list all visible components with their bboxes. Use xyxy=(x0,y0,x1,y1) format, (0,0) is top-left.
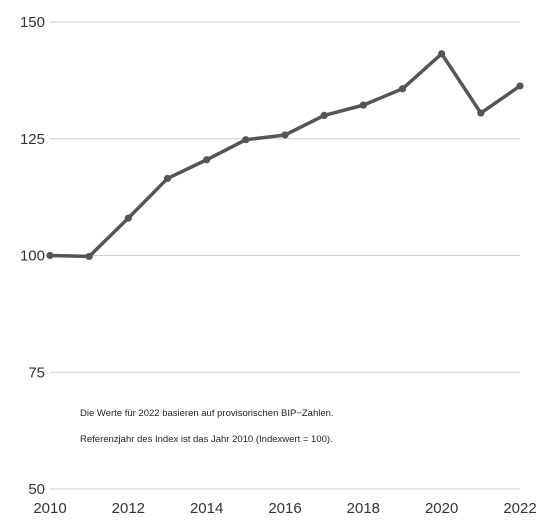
y-tick-label: 150 xyxy=(20,14,45,31)
data-point-2010 xyxy=(46,251,54,260)
x-tick-label: 2014 xyxy=(190,500,223,517)
x-axis-ticks: 2010 2012 2014 2016 2018 2020 2022 xyxy=(33,500,536,517)
series-line xyxy=(48,52,522,259)
data-point-2017 xyxy=(320,111,328,119)
annotation-line-2: Referenzjahr des Index ist das Jahr 2010… xyxy=(80,434,333,445)
x-tick-label: 2012 xyxy=(112,500,145,517)
data-point-2011 xyxy=(85,252,93,261)
x-tick-label: 2016 xyxy=(268,500,301,517)
y-axis-ticks: 50 75 100 125 150 xyxy=(20,14,45,498)
data-point-2016 xyxy=(281,131,289,139)
data-point-2012 xyxy=(124,214,132,222)
data-point-2020 xyxy=(438,50,446,58)
y-tick-label: 75 xyxy=(28,364,45,381)
data-point-2021 xyxy=(477,109,485,117)
data-point-2022 xyxy=(516,82,524,90)
y-tick-label: 100 xyxy=(20,248,45,265)
data-point-2019 xyxy=(398,85,407,93)
chart-annotation: Die Werte für 2022 basieren auf provisor… xyxy=(80,408,334,445)
x-tick-label: 2020 xyxy=(425,500,458,517)
x-tick-label: 2010 xyxy=(33,500,66,517)
data-point-2018 xyxy=(359,101,367,109)
series-layer xyxy=(46,50,524,261)
y-tick-label: 125 xyxy=(20,131,45,148)
data-point-2015 xyxy=(242,136,250,144)
data-point-2013 xyxy=(163,174,172,183)
x-tick-label: 2018 xyxy=(347,500,380,517)
grid-lines xyxy=(50,21,520,490)
y-tick-label: 50 xyxy=(28,481,45,498)
annotation-line-1: Die Werte für 2022 basieren auf provisor… xyxy=(80,408,334,419)
data-point-2014 xyxy=(203,156,211,164)
x-tick-label: 2022 xyxy=(503,500,536,517)
